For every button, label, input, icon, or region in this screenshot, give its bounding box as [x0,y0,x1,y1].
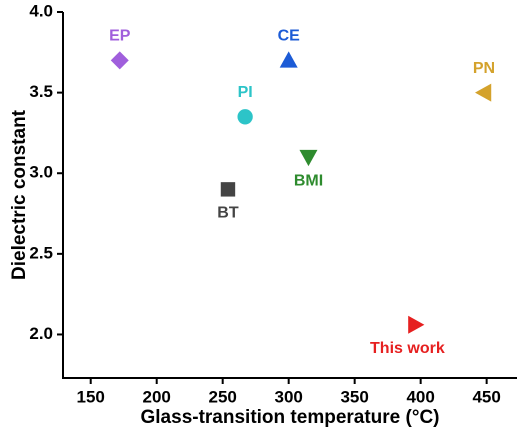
point [220,182,236,197]
point [110,51,129,70]
y-tick-label: 2.5 [29,243,53,262]
x-tick-label: 450 [472,387,500,406]
x-tick-label: 200 [143,387,171,406]
x-tick-label: 150 [77,387,105,406]
y-tick-label: 3.0 [29,163,53,182]
point-label: CE [278,28,301,45]
x-tick-label: 250 [209,387,237,406]
point-label: BT [217,205,239,222]
point-label: PI [238,84,253,101]
x-axis-label: Glass-transition temperature (°C) [141,407,440,428]
y-tick-label: 3.5 [29,82,53,101]
y-axis-label: Dielectric constant [9,109,30,280]
point-label: This work [370,340,445,357]
x-tick-label: 400 [406,387,434,406]
point [299,149,318,167]
y-tick-label: 4.0 [29,1,53,20]
point-label: BMI [294,172,323,189]
point [279,51,298,68]
point-label: EP [109,28,131,45]
point [475,83,492,102]
point [408,315,425,334]
x-tick-label: 350 [340,387,368,406]
y-tick-label: 2.0 [29,324,53,343]
point-label: PN [473,60,495,77]
x-tick-label: 300 [274,387,302,406]
point [237,109,253,125]
